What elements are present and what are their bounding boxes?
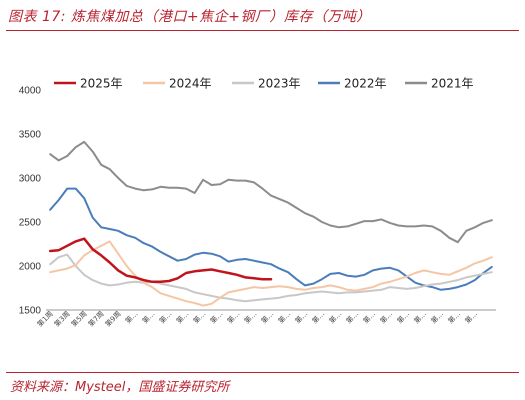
series-line-2022	[49, 187, 493, 291]
x-tick-label: 第…	[123, 309, 139, 325]
chart-series	[48, 140, 493, 307]
x-tick-label: 第…	[276, 309, 292, 325]
x-tick-label: 第…	[191, 309, 207, 325]
y-tick-label: 3500	[19, 130, 42, 141]
x-tick-label: 第…	[429, 309, 445, 325]
x-tick-label: 第…	[293, 309, 309, 325]
y-tick-label: 2000	[19, 262, 42, 273]
x-tick-label: 第…	[412, 309, 428, 325]
legend-label: 2024年	[169, 77, 212, 91]
figure-source: 资料来源：Mysteel，国盛证券研究所	[10, 380, 230, 395]
x-tick-label: 第…	[259, 309, 275, 325]
legend-label: 2023年	[258, 77, 301, 91]
x-tick-label: 第…	[395, 309, 411, 325]
x-tick-label: 第…	[344, 309, 360, 325]
x-tick-label: 第9周	[103, 309, 122, 328]
y-tick-label: 1500	[19, 306, 42, 317]
x-tick-label: 第…	[310, 309, 326, 325]
title-rule	[6, 30, 519, 31]
y-tick-label: 2500	[19, 218, 42, 229]
x-tick-label: 第…	[174, 309, 190, 325]
series-line-2023	[49, 253, 493, 303]
line-chart: 2025年 2024年 2023年 2022年 2021年 1500 2000 2500 30…	[19, 77, 496, 328]
y-tick-label: 3000	[19, 174, 42, 185]
x-tick-label: 第…	[242, 309, 258, 325]
chart-legend: 2025年 2024年 2023年 2022年 2021年	[54, 77, 474, 91]
source-rule	[6, 372, 519, 373]
x-tick-label: 第…	[378, 309, 394, 325]
x-tick-label: 第…	[446, 309, 462, 325]
x-tick-label: 第…	[157, 309, 173, 325]
legend-label: 2021年	[431, 77, 474, 91]
x-tick-label: 第3周	[52, 309, 71, 328]
series-line-2024	[49, 240, 493, 307]
series-line-2021	[49, 140, 493, 244]
y-axis: 1500 2000 2500 3000 3500 4000	[19, 86, 42, 317]
x-tick-label: 第…	[140, 309, 156, 325]
x-tick-label: 第…	[463, 309, 479, 325]
x-tick-label: 第…	[327, 309, 343, 325]
x-tick-label: 第…	[225, 309, 241, 325]
series-line-2025	[48, 237, 273, 284]
figure-title: 图表 17: 炼焦煤加总（港口+焦企+钢厂）库存（万吨）	[8, 9, 371, 25]
legend-label: 2025年	[80, 77, 123, 91]
x-tick-label: 第5周	[69, 309, 88, 328]
x-tick-label: 第…	[361, 309, 377, 325]
legend-label: 2022年	[344, 77, 387, 91]
x-tick-label: 第…	[208, 309, 224, 325]
x-tick-label: 第7周	[86, 309, 105, 328]
y-tick-label: 4000	[19, 86, 42, 97]
